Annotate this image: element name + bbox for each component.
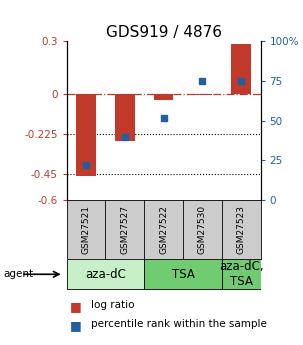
Text: GSM27521: GSM27521: [82, 205, 91, 254]
Text: aza-dC,
TSA: aza-dC, TSA: [219, 260, 264, 288]
Bar: [67, 259, 144, 289]
Bar: [222, 259, 261, 289]
Text: agent: agent: [3, 269, 33, 279]
Text: percentile rank within the sample: percentile rank within the sample: [91, 319, 267, 329]
Text: GSM27523: GSM27523: [237, 205, 246, 254]
Bar: [144, 259, 222, 289]
Text: GSM27530: GSM27530: [198, 205, 207, 254]
Text: ■: ■: [70, 319, 82, 332]
Text: GSM27527: GSM27527: [120, 205, 129, 254]
Text: GSM27522: GSM27522: [159, 205, 168, 254]
Bar: [115, 94, 135, 141]
Text: aza-dC: aza-dC: [85, 268, 126, 281]
Bar: [154, 94, 173, 100]
Text: TSA: TSA: [171, 268, 195, 281]
Text: log ratio: log ratio: [91, 300, 135, 310]
Text: ■: ■: [70, 300, 82, 313]
Bar: [193, 94, 212, 95]
Title: GDS919 / 4876: GDS919 / 4876: [106, 25, 221, 40]
Bar: [231, 44, 251, 94]
Bar: [76, 94, 96, 176]
